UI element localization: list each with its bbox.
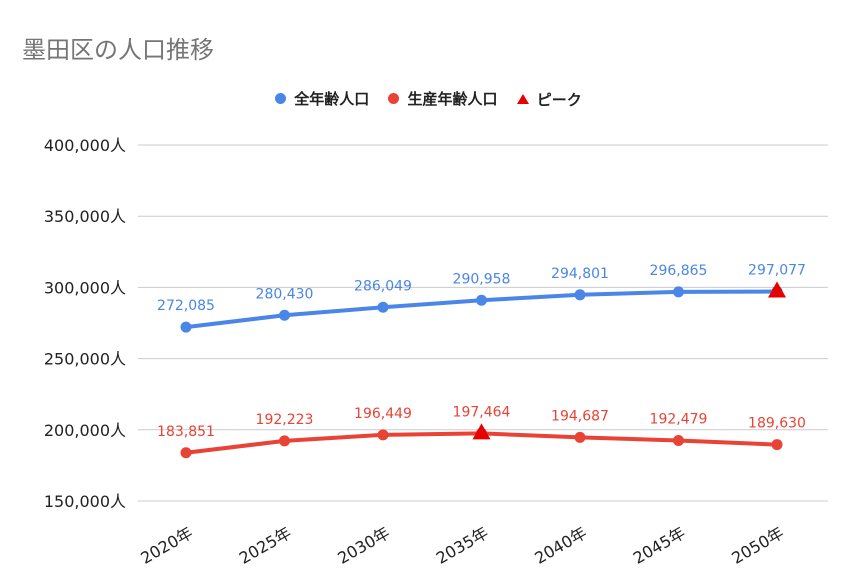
data-label: 183,851 bbox=[157, 424, 215, 440]
data-label: 297,077 bbox=[748, 263, 806, 279]
data-label: 286,049 bbox=[354, 278, 412, 294]
y-tick-label: 350,000人 bbox=[44, 207, 126, 226]
chart-title: 墨田区の人口推移 bbox=[22, 36, 214, 64]
legend-marker-all-ages bbox=[275, 93, 287, 104]
data-point bbox=[377, 301, 389, 313]
data-label: 192,223 bbox=[256, 412, 314, 428]
data-point bbox=[771, 439, 783, 451]
legend-label-peak: ピーク bbox=[536, 90, 582, 109]
legend-item-peak[interactable]: ピーク bbox=[516, 89, 582, 110]
x-tick-label: 2020年 bbox=[137, 523, 196, 568]
peak-marker bbox=[768, 281, 786, 298]
x-tick-label: 2025年 bbox=[236, 523, 295, 568]
data-label: 192,479 bbox=[650, 412, 708, 428]
data-point bbox=[377, 429, 389, 441]
x-tick-label: 2040年 bbox=[531, 523, 590, 568]
data-point bbox=[574, 289, 586, 301]
x-tick-label: 2050年 bbox=[728, 523, 787, 568]
legend-label-all-ages: 全年齢人口 bbox=[294, 90, 370, 108]
x-tick-label: 2030年 bbox=[334, 523, 393, 568]
peak-marker bbox=[472, 423, 491, 440]
data-label: 272,085 bbox=[157, 298, 215, 314]
x-tick-label: 2045年 bbox=[630, 523, 689, 568]
legend-marker-peak bbox=[516, 94, 529, 104]
y-tick-label: 300,000人 bbox=[44, 278, 126, 297]
data-label: 296,865 bbox=[650, 263, 708, 279]
legend: 全年齢人口 生産年齢人口 ピーク bbox=[0, 88, 857, 110]
data-label: 294,801 bbox=[551, 266, 609, 282]
y-tick-label: 250,000人 bbox=[44, 350, 126, 369]
data-point bbox=[180, 321, 192, 333]
x-tick-label: 2035年 bbox=[433, 523, 492, 568]
data-point bbox=[574, 431, 586, 443]
data-point bbox=[279, 435, 290, 447]
legend-marker-working-age bbox=[388, 93, 400, 104]
data-label: 189,630 bbox=[748, 416, 806, 432]
y-tick-label: 200,000人 bbox=[44, 421, 126, 440]
data-point bbox=[673, 286, 684, 298]
legend-item-working-age[interactable]: 生産年齢人口 bbox=[388, 88, 498, 109]
legend-label-working-age: 生産年齢人口 bbox=[407, 90, 498, 108]
data-label: 290,958 bbox=[453, 271, 511, 287]
data-point bbox=[673, 435, 684, 447]
data-label: 194,687 bbox=[551, 408, 609, 424]
data-point bbox=[476, 294, 487, 306]
y-tick-label: 150,000人 bbox=[44, 492, 126, 511]
legend-item-all-ages[interactable]: 全年齢人口 bbox=[275, 88, 369, 109]
data-label: 197,464 bbox=[453, 404, 511, 420]
data-point bbox=[279, 309, 290, 321]
data-label: 280,430 bbox=[256, 286, 314, 302]
data-label: 196,449 bbox=[354, 406, 412, 422]
y-tick-label: 400,000人 bbox=[44, 136, 126, 155]
data-point bbox=[180, 447, 192, 459]
